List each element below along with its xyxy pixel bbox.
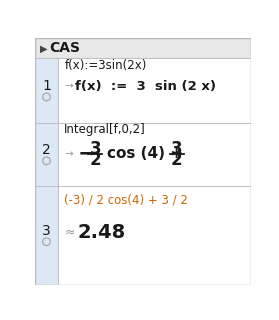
Bar — [58, 123, 251, 186]
Text: →: → — [64, 81, 73, 91]
Text: 2.48: 2.48 — [78, 223, 126, 242]
Text: 2: 2 — [90, 151, 101, 169]
Bar — [58, 186, 251, 285]
Text: 2: 2 — [42, 143, 51, 157]
Text: −: − — [78, 144, 96, 164]
Bar — [35, 123, 58, 186]
Bar — [58, 59, 251, 123]
Bar — [35, 38, 251, 59]
Text: f(x):=3sin(2x): f(x):=3sin(2x) — [64, 59, 147, 72]
Bar — [35, 186, 58, 285]
Text: 2: 2 — [171, 151, 182, 169]
Text: →: → — [64, 149, 73, 159]
Text: 3: 3 — [42, 224, 51, 238]
Text: ≈: ≈ — [64, 226, 75, 239]
Text: CAS: CAS — [50, 41, 81, 55]
Text: Integral[f,0,2]: Integral[f,0,2] — [64, 123, 146, 136]
Text: (-3) / 2 cos(4) + 3 / 2: (-3) / 2 cos(4) + 3 / 2 — [64, 194, 188, 207]
Text: cos (4) +: cos (4) + — [107, 146, 183, 161]
Text: 3: 3 — [171, 140, 182, 157]
Text: 3: 3 — [90, 140, 101, 157]
Text: ▶: ▶ — [40, 44, 48, 53]
Bar — [35, 59, 58, 123]
Text: f(x)  :=  3  sin (2 x): f(x) := 3 sin (2 x) — [75, 80, 216, 92]
Text: 1: 1 — [42, 79, 51, 93]
